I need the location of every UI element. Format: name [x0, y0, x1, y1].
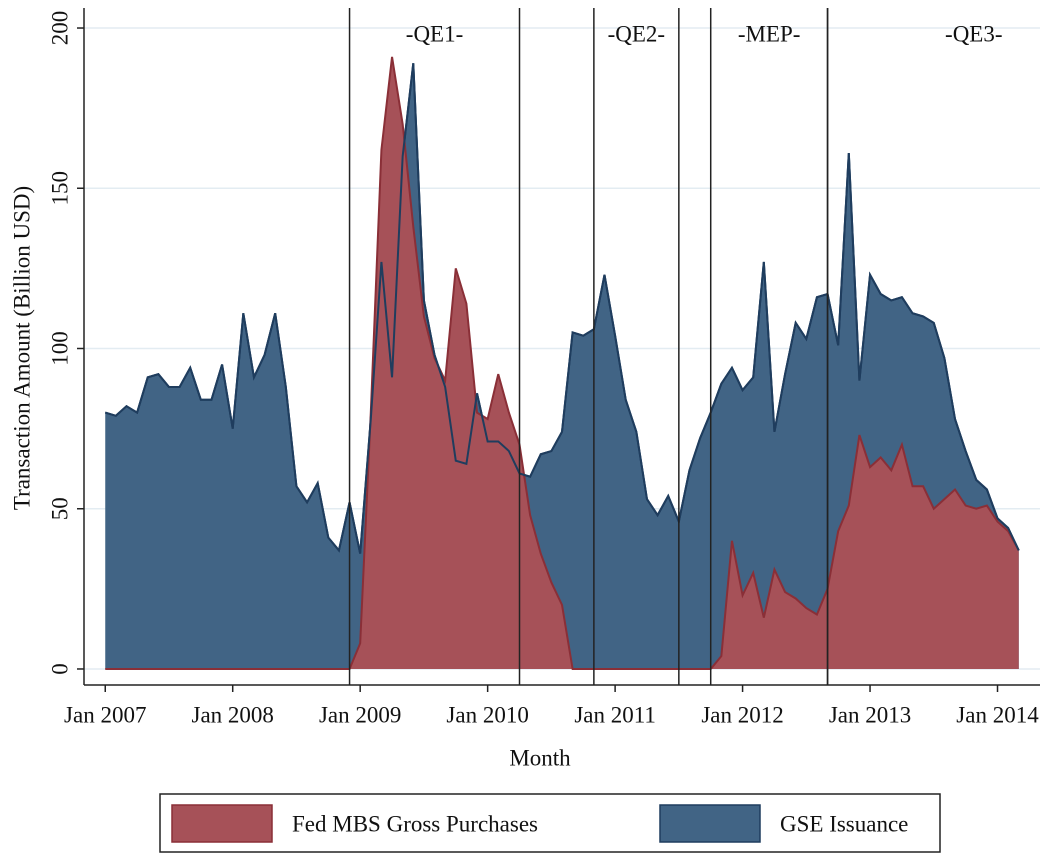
- legend-swatch: [659, 804, 761, 843]
- y-tick-label: 150: [47, 171, 72, 206]
- legend-box: [159, 793, 941, 853]
- legend-swatch: [171, 804, 273, 843]
- y-tick-label: 50: [47, 497, 72, 520]
- x-tick-label: Jan 2011: [574, 702, 656, 727]
- x-tick-label: Jan 2013: [829, 702, 911, 727]
- annotation: -QE1-: [406, 21, 463, 46]
- annotation: -QE3-: [945, 21, 1002, 46]
- annotation: -MEP-: [738, 21, 801, 46]
- legend-label: Fed MBS Gross Purchases: [292, 811, 538, 836]
- x-tick-label: Jan 2010: [446, 702, 528, 727]
- area: [105, 63, 1019, 669]
- x-tick-label: Jan 2007: [64, 702, 146, 727]
- x-tick-label: Jan 2008: [192, 702, 274, 727]
- y-tick-label: 0: [47, 663, 72, 675]
- x-axis-title: Month: [509, 745, 571, 770]
- annotation: -QE2-: [608, 21, 665, 46]
- y-tick-label: 200: [47, 11, 72, 46]
- series-line: [104, 63, 1020, 554]
- legend-label: GSE Issuance: [780, 811, 908, 836]
- area: [105, 56, 1019, 669]
- x-tick-label: Jan 2014: [956, 702, 1039, 727]
- y-tick-label: 100: [47, 331, 72, 366]
- x-tick-label: Jan 2009: [319, 702, 401, 727]
- y-axis-title: Transaction Amount (Billion USD): [9, 186, 34, 510]
- x-tick-label: Jan 2012: [701, 702, 783, 727]
- series-line: [105, 56, 1020, 670]
